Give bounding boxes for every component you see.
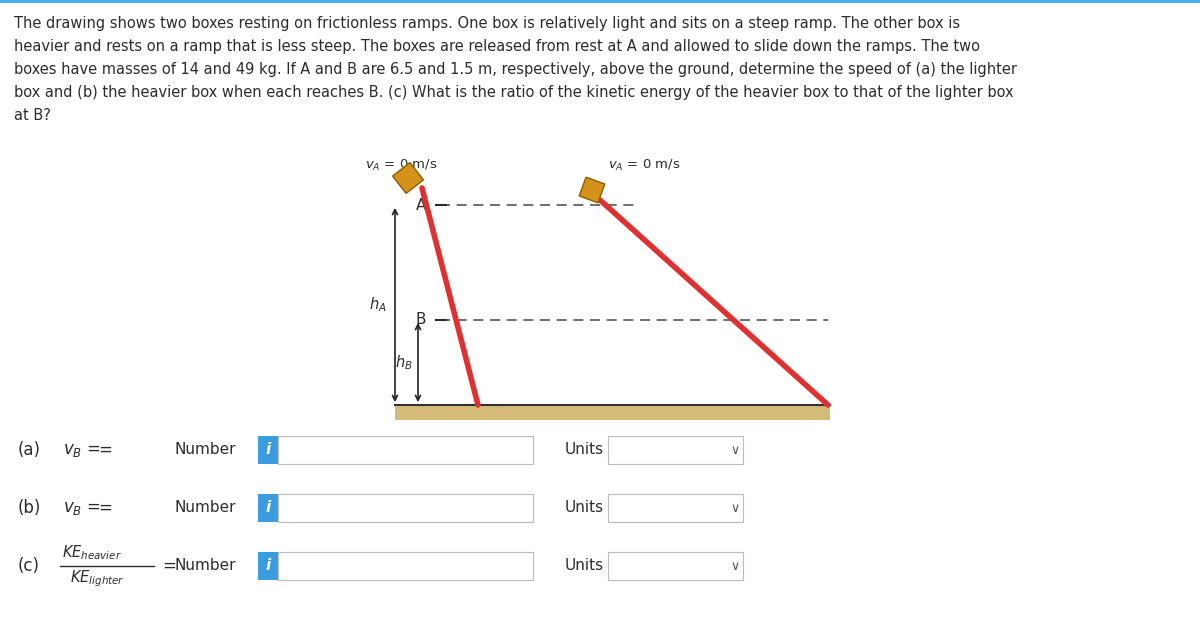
Text: $v_A$ = 0 m/s: $v_A$ = 0 m/s: [608, 158, 680, 173]
FancyBboxPatch shape: [608, 436, 743, 464]
Text: Units: Units: [565, 559, 604, 573]
FancyBboxPatch shape: [278, 494, 533, 522]
Polygon shape: [580, 177, 605, 203]
FancyBboxPatch shape: [258, 552, 278, 580]
Text: =: =: [98, 499, 112, 517]
Text: ∨: ∨: [731, 444, 739, 456]
Text: =: =: [98, 441, 112, 459]
Text: (b): (b): [18, 499, 41, 517]
Text: $KE_{heavier}$: $KE_{heavier}$: [62, 543, 122, 563]
Text: Units: Units: [565, 500, 604, 515]
Polygon shape: [392, 163, 424, 193]
FancyBboxPatch shape: [608, 494, 743, 522]
Text: at B?: at B?: [14, 108, 50, 123]
Text: Number: Number: [175, 442, 236, 458]
Text: ∨: ∨: [731, 559, 739, 573]
FancyBboxPatch shape: [278, 552, 533, 580]
Text: $KE_{lighter}$: $KE_{lighter}$: [70, 569, 125, 589]
Text: box and (b) the heavier box when each reaches B. (c) What is the ratio of the ki: box and (b) the heavier box when each re…: [14, 85, 1014, 100]
Text: i: i: [265, 500, 271, 515]
Text: A: A: [415, 198, 426, 212]
Text: i: i: [265, 559, 271, 573]
Text: Units: Units: [565, 442, 604, 458]
Text: $v_B$ =: $v_B$ =: [64, 499, 101, 517]
Text: $v_A$ = 0 m/s: $v_A$ = 0 m/s: [365, 158, 437, 173]
FancyBboxPatch shape: [278, 436, 533, 464]
Text: =: =: [162, 557, 176, 575]
FancyBboxPatch shape: [258, 436, 278, 464]
Text: (a): (a): [18, 441, 41, 459]
Text: B: B: [415, 312, 426, 328]
Text: Number: Number: [175, 500, 236, 515]
FancyBboxPatch shape: [258, 494, 278, 522]
Text: Number: Number: [175, 559, 236, 573]
Text: (c): (c): [18, 557, 40, 575]
Text: $v_B$ =: $v_B$ =: [64, 441, 101, 459]
Text: boxes have masses of 14 and 49 kg. If A and B are 6.5 and 1.5 m, respectively, a: boxes have masses of 14 and 49 kg. If A …: [14, 62, 1018, 77]
Polygon shape: [395, 405, 830, 420]
Text: heavier and rests on a ramp that is less steep. The boxes are released from rest: heavier and rests on a ramp that is less…: [14, 39, 980, 54]
Text: $h_B$: $h_B$: [395, 353, 413, 372]
Text: i: i: [265, 442, 271, 458]
Text: $h_A$: $h_A$: [370, 296, 386, 314]
FancyBboxPatch shape: [608, 552, 743, 580]
Text: The drawing shows two boxes resting on frictionless ramps. One box is relatively: The drawing shows two boxes resting on f…: [14, 16, 960, 31]
Text: ∨: ∨: [731, 502, 739, 515]
